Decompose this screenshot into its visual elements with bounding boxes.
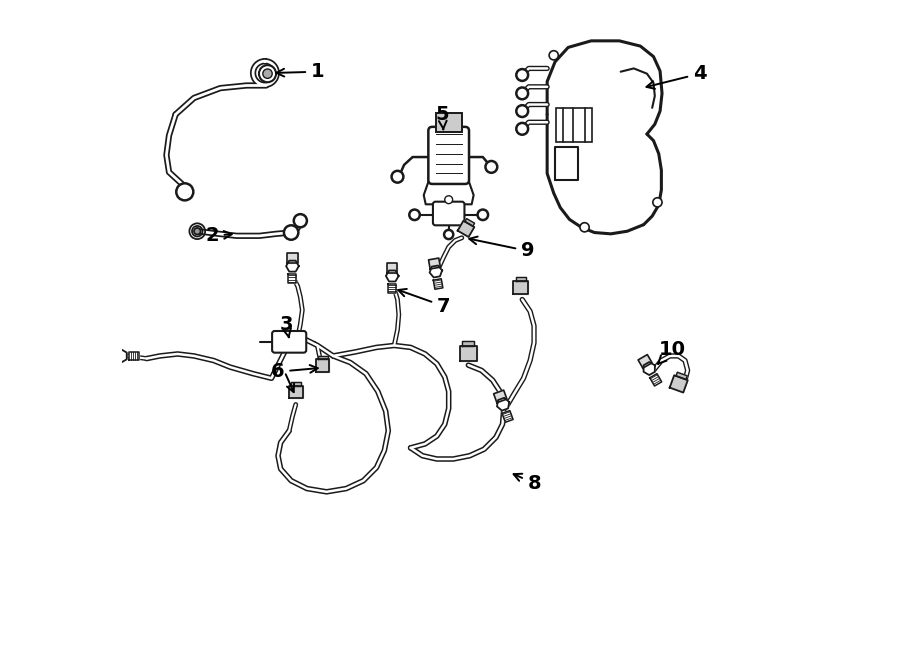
- Circle shape: [444, 230, 454, 239]
- Circle shape: [410, 210, 419, 220]
- Circle shape: [293, 214, 307, 227]
- Circle shape: [485, 161, 498, 173]
- Polygon shape: [316, 359, 329, 371]
- Polygon shape: [433, 279, 443, 289]
- Polygon shape: [289, 386, 302, 398]
- Text: 9: 9: [469, 236, 535, 260]
- Polygon shape: [650, 373, 662, 386]
- Polygon shape: [494, 390, 507, 402]
- Text: 10: 10: [658, 340, 686, 364]
- Polygon shape: [288, 274, 296, 283]
- Circle shape: [478, 210, 488, 220]
- Polygon shape: [644, 362, 655, 375]
- Polygon shape: [388, 284, 396, 293]
- Polygon shape: [115, 349, 127, 363]
- Text: 7: 7: [398, 289, 450, 316]
- Text: 5: 5: [436, 105, 449, 130]
- Circle shape: [652, 198, 662, 207]
- Text: 8: 8: [514, 474, 541, 493]
- Polygon shape: [286, 261, 299, 271]
- Circle shape: [392, 171, 403, 183]
- Text: 4: 4: [646, 64, 706, 89]
- Circle shape: [517, 105, 528, 117]
- Circle shape: [445, 196, 453, 204]
- Polygon shape: [676, 372, 688, 379]
- FancyBboxPatch shape: [272, 331, 306, 353]
- Circle shape: [517, 69, 528, 81]
- Text: 3: 3: [279, 315, 292, 337]
- Circle shape: [517, 123, 528, 135]
- Polygon shape: [386, 271, 399, 281]
- Circle shape: [517, 87, 528, 99]
- Circle shape: [549, 51, 558, 60]
- Text: 2: 2: [205, 226, 231, 246]
- Circle shape: [263, 69, 272, 78]
- Polygon shape: [460, 346, 476, 361]
- Polygon shape: [318, 355, 328, 359]
- Circle shape: [194, 228, 201, 234]
- Polygon shape: [638, 355, 652, 368]
- FancyBboxPatch shape: [436, 113, 462, 132]
- Circle shape: [176, 183, 194, 201]
- Polygon shape: [291, 382, 301, 386]
- Polygon shape: [514, 281, 528, 294]
- Polygon shape: [463, 342, 474, 346]
- FancyBboxPatch shape: [428, 127, 469, 184]
- Polygon shape: [670, 375, 688, 393]
- Circle shape: [284, 225, 299, 240]
- Polygon shape: [107, 350, 117, 361]
- Polygon shape: [497, 398, 509, 410]
- Polygon shape: [387, 263, 398, 273]
- Text: 6: 6: [271, 362, 318, 381]
- Polygon shape: [502, 410, 513, 422]
- Polygon shape: [130, 352, 140, 360]
- Polygon shape: [458, 220, 474, 237]
- Circle shape: [580, 222, 590, 232]
- Text: 1: 1: [276, 62, 325, 81]
- FancyBboxPatch shape: [433, 202, 464, 225]
- Polygon shape: [428, 258, 440, 269]
- Polygon shape: [465, 218, 474, 226]
- Polygon shape: [429, 265, 442, 277]
- Polygon shape: [516, 277, 526, 281]
- Polygon shape: [287, 254, 298, 263]
- Circle shape: [259, 65, 276, 82]
